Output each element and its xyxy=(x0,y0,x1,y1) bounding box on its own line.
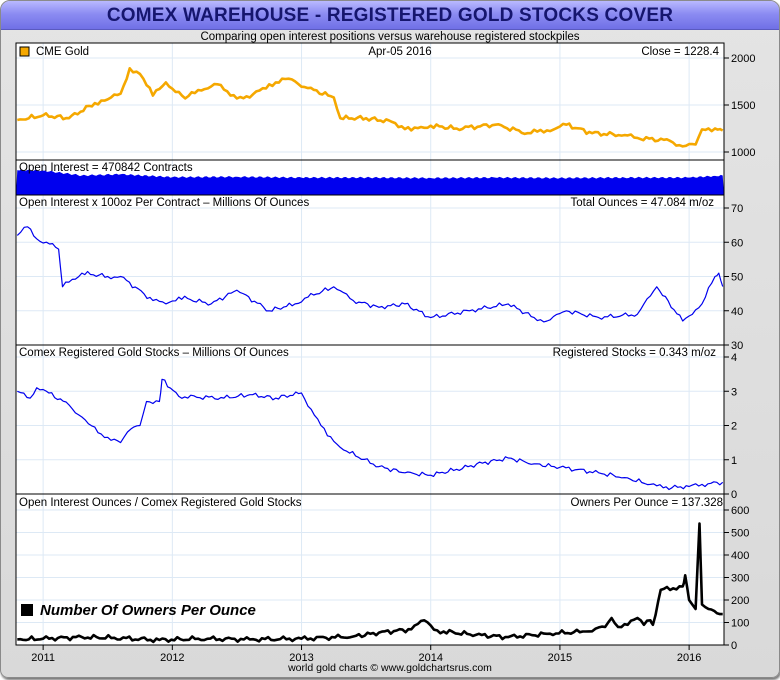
owners-legend-label: Number Of Owners Per Ounce xyxy=(40,602,256,619)
y-tick-label: 60 xyxy=(731,237,743,249)
series-line-owners-per-ounce xyxy=(17,522,723,644)
y-tick-label: 1500 xyxy=(731,100,755,112)
panel-owners-per-ounce: 0 100 200 300 400 500 600 xyxy=(15,493,749,652)
chart-subtitle: Comparing open interest positions versus… xyxy=(200,31,580,43)
y-tick-label: 2 xyxy=(731,421,737,433)
y-tick-label: 40 xyxy=(731,306,743,318)
y-tick-label: 0 xyxy=(731,640,737,652)
y-tick-label: 2000 xyxy=(731,53,755,65)
chart-title: COMEX WAREHOUSE - REGISTERED GOLD STOCKS… xyxy=(106,5,674,26)
chart-footer-credit: world gold charts © www.goldchartsrus.co… xyxy=(288,662,492,674)
y-tick-label: 200 xyxy=(731,595,749,607)
x-tick-label: 2012 xyxy=(160,652,184,664)
date-label: Apr-05 2016 xyxy=(368,46,431,58)
y-tick-label: 70 xyxy=(731,203,743,215)
x-tick-label: 2015 xyxy=(548,652,572,664)
y-tick-label: 0 xyxy=(731,489,737,501)
y-tick-label: 30 xyxy=(731,340,743,352)
open-interest-contracts-label: Open Interest = 470842 Contracts xyxy=(19,162,193,174)
gold-close-value: Close = 1228.4 xyxy=(641,46,719,58)
registered-stocks-label: Comex Registered Gold Stocks – Millions … xyxy=(19,347,289,359)
y-tick-label: 1000 xyxy=(731,147,755,159)
y-tick-label: 1 xyxy=(731,455,737,467)
x-tick-label: 2016 xyxy=(677,652,701,664)
y-tick-label: 4 xyxy=(731,352,737,364)
y-tick-label: 100 xyxy=(731,618,749,630)
gold-legend-swatch xyxy=(19,46,30,57)
y-tick-label: 300 xyxy=(731,573,749,585)
x-tick-label: 2013 xyxy=(289,652,313,664)
open-interest-area xyxy=(16,169,724,195)
owners-legend-swatch xyxy=(21,604,33,616)
x-tick-label: 2011 xyxy=(31,652,55,664)
gold-legend-label: CME Gold xyxy=(36,46,89,58)
owners-per-ounce-value: Owners Per Ounce = 137.328 xyxy=(571,497,723,509)
y-tick-label: 50 xyxy=(731,272,743,284)
panel-gold-price: 1000 1500 2000 xyxy=(15,42,755,161)
owners-per-ounce-label: Open Interest Ounces / Comex Registered … xyxy=(19,497,302,509)
y-tick-label: 600 xyxy=(731,505,749,517)
panel-open-interest-ounces: 30 40 50 60 70 xyxy=(15,194,743,352)
title-bar: COMEX WAREHOUSE - REGISTERED GOLD STOCKS… xyxy=(1,1,779,30)
open-interest-ounces-label: Open Interest x 100oz Per Contract – Mil… xyxy=(19,197,309,209)
series-line-registered-stocks xyxy=(17,378,724,491)
x-tick-label: 2014 xyxy=(418,652,442,664)
registered-stocks-value: Registered Stocks = 0.343 m/oz xyxy=(553,347,717,359)
series-line-open-interest-ounces xyxy=(16,226,724,323)
series-line-gold-price xyxy=(17,67,724,148)
y-tick-label: 500 xyxy=(731,528,749,540)
y-tick-label: 3 xyxy=(731,386,737,398)
total-ounces-value: Total Ounces = 47.084 m/oz xyxy=(570,197,714,209)
y-tick-label: 400 xyxy=(731,550,749,562)
